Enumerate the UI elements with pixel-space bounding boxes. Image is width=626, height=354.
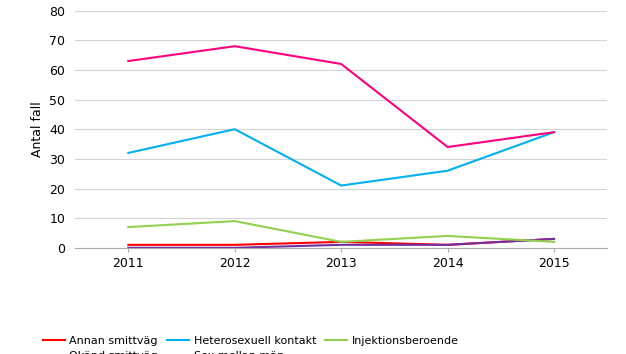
Okänd smittväg: [125, 246, 132, 250]
Injektionsberoende: [337, 240, 345, 244]
Annan smittväg: [125, 243, 132, 247]
Okänd smittväg: [444, 243, 451, 247]
Okänd smittväg: [231, 246, 239, 250]
Sex mellan män: [125, 59, 132, 63]
Annan smittväg: [231, 243, 239, 247]
Injektionsberoende: [231, 219, 239, 223]
Legend: Annan smittväg, Okänd smittväg, Heterosexuell kontakt, Sex mellan män, Injektion: Annan smittväg, Okänd smittväg, Heterose…: [38, 331, 463, 354]
Okänd smittväg: [550, 237, 558, 241]
Injektionsberoende: [550, 240, 558, 244]
Okänd smittväg: [337, 243, 345, 247]
Heterosexuell kontakt: [231, 127, 239, 131]
Sex mellan män: [550, 130, 558, 134]
Sex mellan män: [231, 44, 239, 48]
Line: Annan smittväg: Annan smittväg: [128, 239, 554, 245]
Y-axis label: Antal fall: Antal fall: [31, 101, 44, 157]
Annan smittväg: [444, 243, 451, 247]
Line: Heterosexuell kontakt: Heterosexuell kontakt: [128, 129, 554, 185]
Heterosexuell kontakt: [550, 130, 558, 134]
Injektionsberoende: [444, 234, 451, 238]
Injektionsberoende: [125, 225, 132, 229]
Sex mellan män: [337, 62, 345, 66]
Heterosexuell kontakt: [337, 183, 345, 188]
Sex mellan män: [444, 145, 451, 149]
Heterosexuell kontakt: [444, 169, 451, 173]
Heterosexuell kontakt: [125, 151, 132, 155]
Line: Okänd smittväg: Okänd smittväg: [128, 239, 554, 248]
Annan smittväg: [337, 240, 345, 244]
Annan smittväg: [550, 237, 558, 241]
Line: Sex mellan män: Sex mellan män: [128, 46, 554, 147]
Line: Injektionsberoende: Injektionsberoende: [128, 221, 554, 242]
